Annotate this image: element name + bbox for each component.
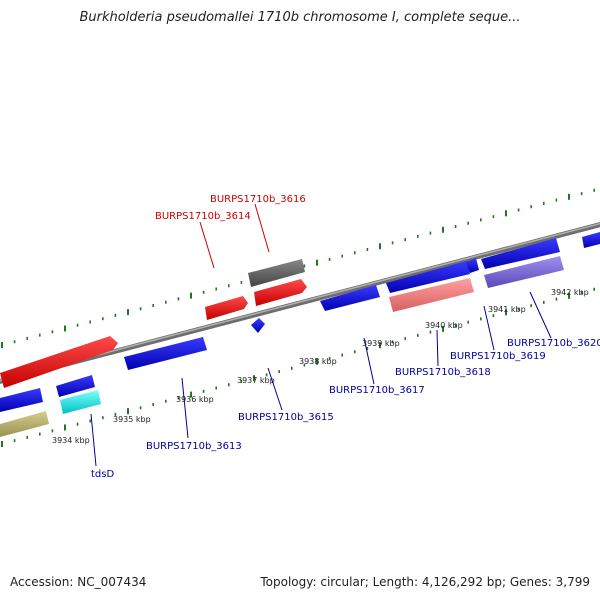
gene-feature-blue-small-left[interactable] [56, 375, 95, 397]
gene-label-leaders [90, 203, 552, 467]
kbp-label-3940: 3940 kbp [425, 321, 463, 330]
gene-feature-blue-tiny[interactable] [466, 258, 479, 273]
genome-summary-label: Topology: circular; Length: 4,126,292 bp… [260, 575, 590, 589]
label-burps1710b-3617[interactable]: BURPS1710b_3617 [329, 385, 425, 396]
label-burps1710b-3619[interactable]: BURPS1710b_3619 [450, 351, 546, 362]
gene-feature-red-large[interactable] [0, 336, 118, 388]
gene-feature-blue-left-top[interactable] [0, 388, 43, 412]
chromosome-backbone [0, 222, 600, 384]
label-burps1710b-3618[interactable]: BURPS1710b_3618 [395, 367, 491, 378]
reverse-strand-genes [0, 238, 564, 437]
kbp-label-3936: 3936 kbp [176, 395, 214, 404]
gene-feature-burps1710b-3613[interactable] [124, 337, 207, 370]
kbp-label-3938: 3938 kbp [299, 357, 337, 366]
gene-feature-burps1710b-3619-3620[interactable] [484, 256, 564, 288]
kbp-label-3939: 3939 kbp [362, 339, 400, 348]
kbp-label-3937: 3937 kbp [237, 376, 275, 385]
label-tdsD[interactable]: tdsD [91, 469, 114, 480]
gene-feature-burps1710b-3614[interactable] [205, 296, 248, 320]
gene-feature-blue-right[interactable] [481, 238, 560, 269]
gene-feature-grey-pseudo[interactable] [248, 259, 305, 287]
map-title: Burkholderia pseudomallei 1710b chromoso… [79, 10, 521, 25]
gene-feature-burps1710b-3618[interactable] [389, 278, 474, 312]
label-burps1710b-3614[interactable]: BURPS1710b_3614 [155, 211, 251, 222]
forward-strand-genes [0, 232, 600, 388]
accession-label: Accession: NC_007434 [10, 575, 147, 589]
kbp-label-3942: 3942 kbp [551, 288, 589, 297]
label-burps1710b-3613[interactable]: BURPS1710b_3613 [146, 441, 242, 452]
lower-tick-row [1, 287, 596, 447]
gene-feature-cyan-tdsD[interactable] [60, 390, 101, 414]
gene-feature-burps1710b-3615[interactable] [251, 318, 265, 333]
gene-feature-blue-top-right[interactable] [582, 232, 600, 248]
gene-feature-burps1710b-3617[interactable] [320, 285, 380, 311]
position-labels: 3934 kbp 3935 kbp 3936 kbp 3937 kbp 3938… [52, 288, 589, 445]
gene-feature-blue-mid[interactable] [386, 261, 470, 293]
label-burps1710b-3620[interactable]: BURPS1710b_3620 [507, 338, 600, 349]
gene-feature-burps1710b-3616[interactable] [254, 279, 307, 306]
kbp-label-3935: 3935 kbp [113, 415, 151, 424]
kbp-label-3941: 3941 kbp [488, 305, 526, 314]
gene-feature-olive[interactable] [0, 411, 49, 437]
label-burps1710b-3615[interactable]: BURPS1710b_3615 [238, 412, 334, 423]
kbp-label-3934: 3934 kbp [52, 436, 90, 445]
gene-labels: BURPS1710b_3616 BURPS1710b_3614 BURPS171… [91, 194, 600, 480]
label-burps1710b-3616[interactable]: BURPS1710b_3616 [210, 194, 306, 205]
